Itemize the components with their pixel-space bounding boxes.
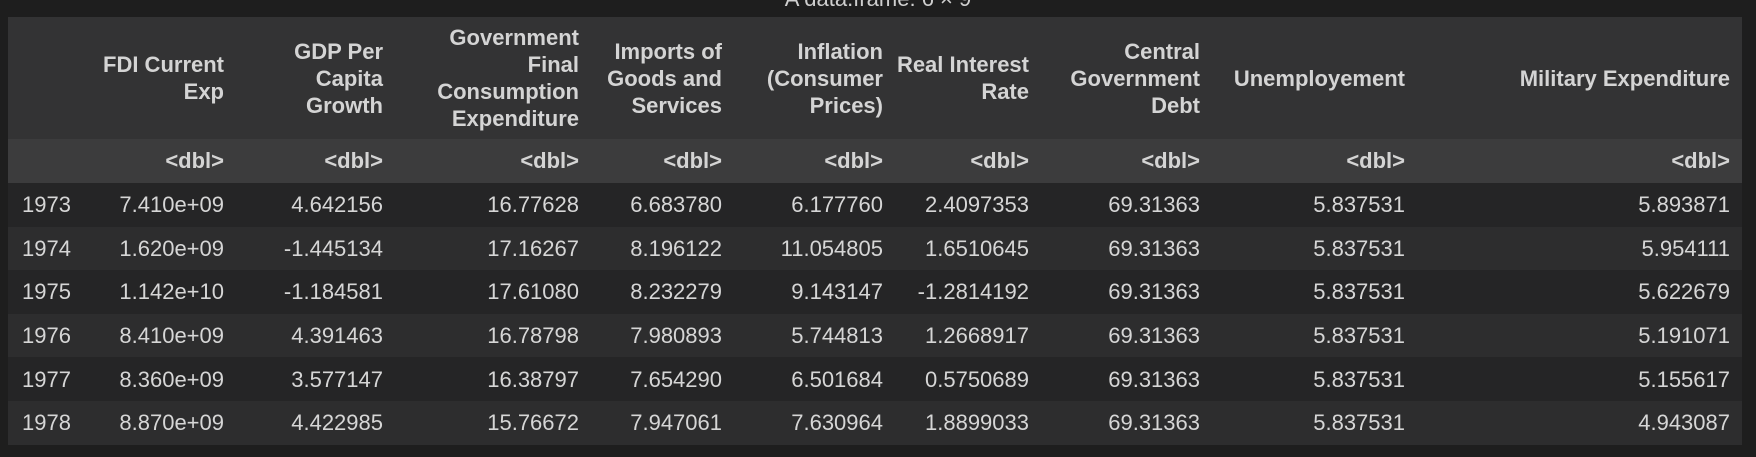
table-cell: 2.4097353 <box>895 183 1041 227</box>
table-cell: 0.5750689 <box>895 357 1041 401</box>
table-cell: 69.31363 <box>1041 226 1212 271</box>
table-cell: 4.642156 <box>236 183 395 227</box>
column-type: <dbl> <box>92 139 236 183</box>
table-cell: 8.360e+09 <box>92 357 236 401</box>
table-cell: 1.620e+09 <box>92 226 236 271</box>
table-cell: 4.391463 <box>236 313 395 358</box>
table-cell: 5.954111 <box>1417 226 1742 271</box>
table-cell: -1.2814192 <box>895 270 1041 314</box>
table-cell: 6.177760 <box>734 183 895 227</box>
table-cell: 3.577147 <box>236 357 395 401</box>
table-cell: 17.61080 <box>395 270 591 314</box>
table-row: 1977 8.360e+09 3.577147 16.38797 7.65429… <box>8 357 1742 401</box>
column-type: <dbl> <box>734 139 895 183</box>
table-cell: 8.196122 <box>591 226 734 271</box>
column-header: Imports of Goods and Services <box>591 17 734 139</box>
table-cell: 1.142e+10 <box>92 270 236 314</box>
table-cell: 7.980893 <box>591 313 734 358</box>
table-row: 1973 7.410e+09 4.642156 16.77628 6.68378… <box>8 183 1742 227</box>
table-cell: 69.31363 <box>1041 183 1212 227</box>
table-cell: 5.893871 <box>1417 183 1742 227</box>
table-cell: -1.445134 <box>236 226 395 271</box>
column-type: <dbl> <box>1212 139 1417 183</box>
column-header: Central Government Debt <box>1041 17 1212 139</box>
column-type-row: <dbl> <dbl> <dbl> <dbl> <dbl> <dbl> <dbl… <box>8 139 1742 183</box>
table-cell: 7.654290 <box>591 357 734 401</box>
row-name: 1974 <box>8 226 92 271</box>
column-header: Unemployement <box>1212 17 1417 139</box>
table-cell: 8.870e+09 <box>92 400 236 445</box>
column-header-row: FDI Current Exp GDP Per Capita Growth Go… <box>8 17 1742 139</box>
table-cell: 5.744813 <box>734 313 895 358</box>
table-cell: 69.31363 <box>1041 400 1212 445</box>
table-cell: 5.622679 <box>1417 270 1742 314</box>
table-row: 1976 8.410e+09 4.391463 16.78798 7.98089… <box>8 313 1742 358</box>
table-cell: 5.155617 <box>1417 357 1742 401</box>
table-cell: 8.410e+09 <box>92 313 236 358</box>
table-cell: 5.837531 <box>1212 183 1417 227</box>
row-name: 1976 <box>8 313 92 358</box>
column-header: GDP Per Capita Growth <box>236 17 395 139</box>
row-name: 1978 <box>8 400 92 445</box>
table-cell: 5.837531 <box>1212 226 1417 271</box>
column-header: FDI Current Exp <box>92 17 236 139</box>
table-cell: 8.232279 <box>591 270 734 314</box>
table-cell: 16.78798 <box>395 313 591 358</box>
table-cell: 1.6510645 <box>895 226 1041 271</box>
table-cell: 6.501684 <box>734 357 895 401</box>
table-cell: 17.16267 <box>395 226 591 271</box>
row-name: 1973 <box>8 183 92 227</box>
table-cell: -1.184581 <box>236 270 395 314</box>
row-name: 1975 <box>8 270 92 314</box>
table-cell: 16.77628 <box>395 183 591 227</box>
column-type: <dbl> <box>236 139 395 183</box>
column-header: Military Expenditure <box>1417 17 1742 139</box>
data-frame-table: FDI Current Exp GDP Per Capita Growth Go… <box>8 17 1742 445</box>
table-cell: 15.76672 <box>395 400 591 445</box>
table-cell: 16.38797 <box>395 357 591 401</box>
table-cell: 5.837531 <box>1212 400 1417 445</box>
table-cell: 69.31363 <box>1041 313 1212 358</box>
table-cell: 11.054805 <box>734 226 895 271</box>
table-cell: 5.837531 <box>1212 357 1417 401</box>
table-cell: 7.947061 <box>591 400 734 445</box>
table-cell: 5.837531 <box>1212 270 1417 314</box>
column-type: <dbl> <box>1041 139 1212 183</box>
column-header <box>8 17 92 139</box>
table-cell: 6.683780 <box>591 183 734 227</box>
table-row: 1978 8.870e+09 4.422985 15.76672 7.94706… <box>8 400 1742 445</box>
column-type: <dbl> <box>591 139 734 183</box>
table-caption: A data.frame: 6 × 9 <box>0 0 1756 12</box>
table-cell: 7.410e+09 <box>92 183 236 227</box>
table-cell: 9.143147 <box>734 270 895 314</box>
table-cell: 69.31363 <box>1041 357 1212 401</box>
column-type: <dbl> <box>395 139 591 183</box>
column-header: Government Final Consumption Expenditure <box>395 17 591 139</box>
table-cell: 5.837531 <box>1212 313 1417 358</box>
table-row: 1974 1.620e+09 -1.445134 17.16267 8.1961… <box>8 226 1742 271</box>
table-cell: 4.943087 <box>1417 400 1742 445</box>
column-type <box>8 139 92 183</box>
column-type: <dbl> <box>895 139 1041 183</box>
table-cell: 5.191071 <box>1417 313 1742 358</box>
column-type: <dbl> <box>1417 139 1742 183</box>
column-header: Inflation (Consumer Prices) <box>734 17 895 139</box>
table-cell: 7.630964 <box>734 400 895 445</box>
table-row: 1975 1.142e+10 -1.184581 17.61080 8.2322… <box>8 270 1742 314</box>
table-cell: 69.31363 <box>1041 270 1212 314</box>
column-header: Real Interest Rate <box>895 17 1041 139</box>
table-cell: 1.8899033 <box>895 400 1041 445</box>
row-name: 1977 <box>8 357 92 401</box>
table-cell: 1.2668917 <box>895 313 1041 358</box>
table-cell: 4.422985 <box>236 400 395 445</box>
